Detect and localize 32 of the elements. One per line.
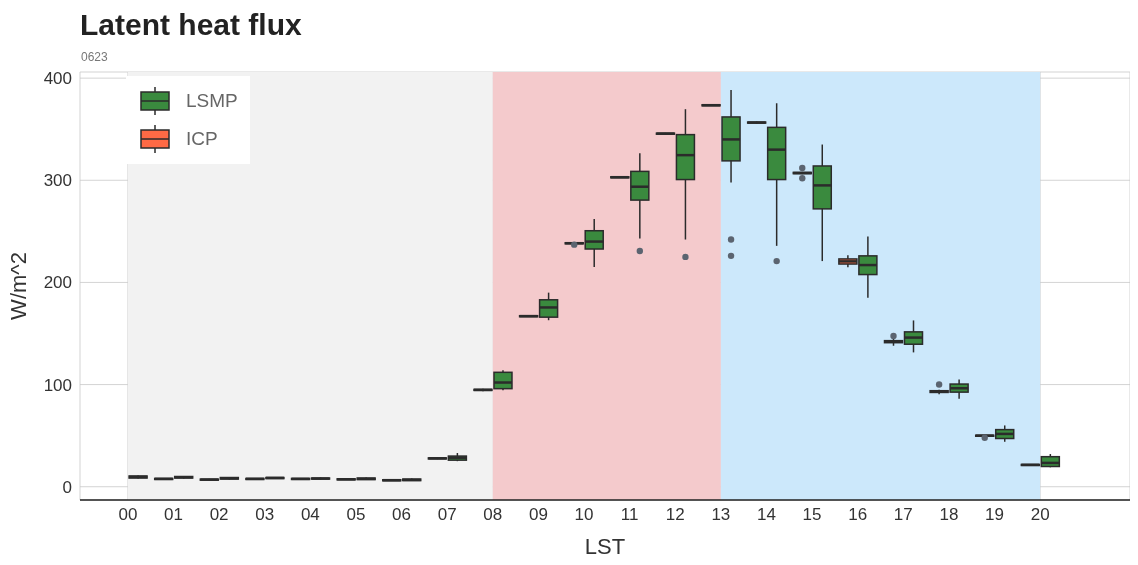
chart-subtitle: 0623 xyxy=(81,50,109,66)
chart-title: Latent heat flux xyxy=(80,8,303,42)
y-tick-label: 100 xyxy=(43,375,72,395)
x-tick-label: 17 xyxy=(893,505,913,525)
x-tick-label: 00 xyxy=(118,505,138,525)
x-tick-label: 13 xyxy=(711,505,731,525)
y-tick-label: 200 xyxy=(43,273,72,293)
y-tick-label: 0 xyxy=(62,477,72,497)
x-tick-label: 08 xyxy=(483,505,503,525)
x-tick-label: 19 xyxy=(985,505,1004,525)
y-tick-label: 400 xyxy=(43,69,72,89)
y-tick-label: 300 xyxy=(43,171,72,191)
x-tick-label: 15 xyxy=(802,505,822,525)
x-tick-label: 09 xyxy=(528,505,548,525)
x-tick-label: 14 xyxy=(757,505,776,525)
x-tick-label: 16 xyxy=(848,505,868,525)
legend-label: LSMP xyxy=(186,90,238,112)
x-tick-label: 18 xyxy=(939,505,959,525)
x-tick-label: 20 xyxy=(1030,505,1050,525)
x-tick-label: 07 xyxy=(437,505,457,525)
x-tick-label: 10 xyxy=(574,505,594,525)
x-tick-label: 03 xyxy=(255,505,275,525)
x-tick-label: 01 xyxy=(164,505,183,525)
legend-label: ICP xyxy=(186,128,218,150)
x-axis-title: LST xyxy=(584,534,626,559)
x-tick-label: 06 xyxy=(392,505,412,525)
x-tick-label: 11 xyxy=(620,505,639,525)
x-tick-label: 02 xyxy=(209,505,229,525)
x-tick-label: 12 xyxy=(665,505,685,525)
y-axis-title: W/m^2 xyxy=(5,252,31,320)
x-tick-label: 04 xyxy=(300,505,320,525)
x-tick-label: 05 xyxy=(346,505,366,525)
